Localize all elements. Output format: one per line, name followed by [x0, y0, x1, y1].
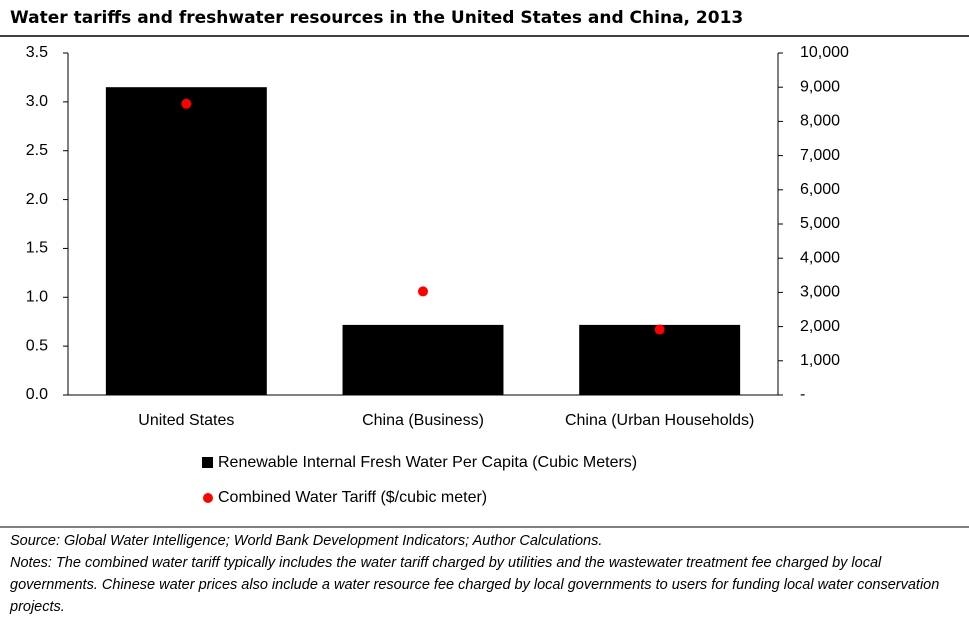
chart-title: Water tariffs and freshwater resources i… — [10, 8, 743, 28]
point — [181, 98, 192, 109]
y-tick-label: 1.5 — [26, 240, 48, 257]
y2-tick-label: 2,000 — [800, 318, 840, 335]
bar — [105, 87, 267, 395]
bar — [579, 324, 741, 395]
legend-label: Combined Water Tariff ($/cubic meter) — [218, 489, 487, 506]
y2-tick-label: - — [800, 386, 805, 403]
point — [654, 324, 665, 335]
y2-tick-label: 9,000 — [800, 78, 840, 95]
y2-tick-label: 8,000 — [800, 113, 840, 130]
y2-tick-label: 1,000 — [800, 352, 840, 369]
y-tick-label: 1.0 — [26, 289, 48, 306]
y2-tick-label: 6,000 — [800, 181, 840, 198]
y-tick-label: 3.0 — [26, 93, 48, 110]
y-tick-label: 0.5 — [26, 337, 48, 354]
legend-marker — [202, 457, 213, 468]
x-tick-label: United States — [138, 412, 234, 429]
y2-tick-label: 3,000 — [800, 284, 840, 301]
footnotes: Source: Global Water Intelligence; World… — [10, 530, 960, 618]
legend-marker — [203, 493, 213, 503]
chart: Water tariffs and freshwater resources i… — [0, 8, 969, 528]
source-note: Source: Global Water Intelligence; World… — [10, 533, 603, 549]
notes: Notes: The combined water tariff typical… — [10, 555, 940, 615]
y2-tick-label: 5,000 — [800, 215, 840, 232]
y2-tick-label: 7,000 — [800, 147, 840, 164]
y-tick-label: 0.0 — [26, 386, 48, 403]
y-tick-label: 3.5 — [26, 44, 48, 61]
point — [418, 286, 428, 297]
y-tick-label: 2.0 — [26, 191, 48, 208]
y2-tick-label: 10,000 — [800, 44, 849, 61]
x-tick-label: China (Business) — [362, 412, 484, 429]
y-tick-label: 2.5 — [26, 142, 48, 159]
bar — [342, 324, 504, 395]
x-tick-label: China (Urban Households) — [565, 412, 754, 429]
y2-tick-label: 4,000 — [800, 249, 840, 266]
legend-label: Renewable Internal Fresh Water Per Capit… — [218, 454, 637, 471]
